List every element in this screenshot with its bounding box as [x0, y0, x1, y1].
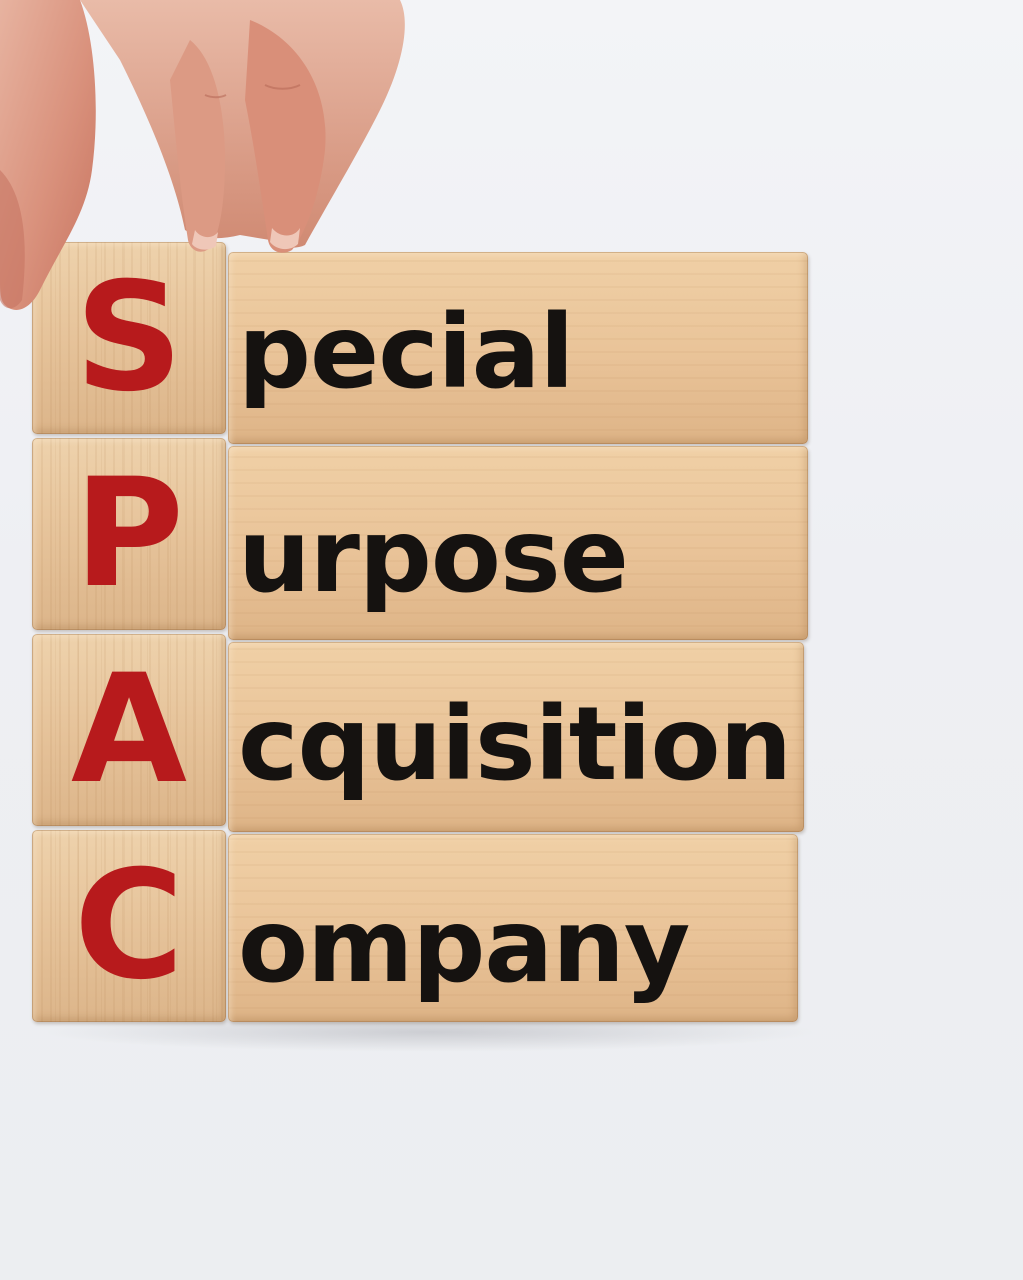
cube-letter: C [73, 839, 185, 1013]
block-word: pecial [238, 293, 574, 412]
block-word: urpose [238, 497, 629, 616]
block-word: cquisition [238, 685, 792, 804]
letter-cube-p: P [32, 438, 226, 630]
word-block-company: ompany [228, 834, 798, 1022]
cube-letter: P [74, 447, 184, 621]
cube-letter: S [74, 251, 184, 425]
cube-letter: A [70, 643, 188, 817]
block-word: ompany [238, 887, 690, 1006]
word-block-acquisition: cquisition [228, 642, 804, 832]
word-block-special: pecial [228, 252, 808, 444]
word-block-purpose: urpose [228, 446, 808, 640]
hand-icon [0, 0, 440, 320]
letter-cube-c: C [32, 830, 226, 1022]
letter-cube-s: S [32, 242, 226, 434]
letter-cube-a: A [32, 634, 226, 826]
